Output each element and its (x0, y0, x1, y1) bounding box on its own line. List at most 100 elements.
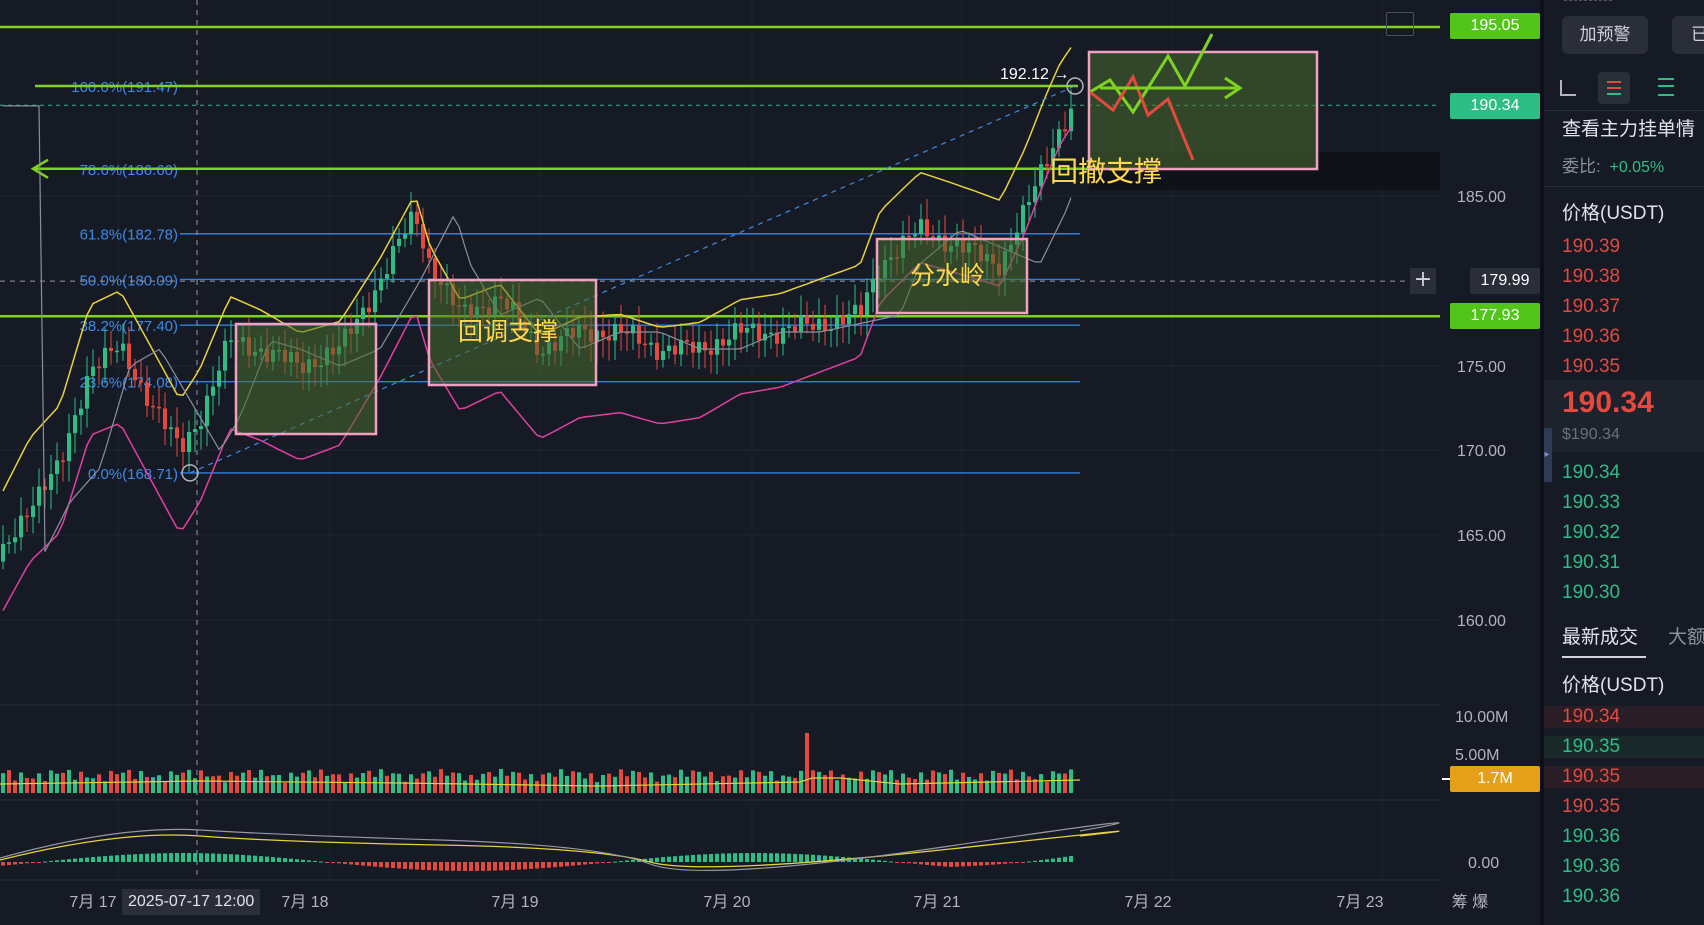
bid-price-row[interactable]: 190.34 (1562, 462, 1621, 483)
candle-body (55, 460, 59, 475)
candle-body (361, 307, 365, 320)
ask-price-row[interactable]: 190.39 (1562, 236, 1621, 257)
volume-bar (1033, 779, 1037, 793)
bid-price-row[interactable]: 190.33 (1562, 492, 1621, 513)
price-chart[interactable]: 185.00 175.00 170.00 165.00 160.00 10.00M 5.00… (0, 0, 1540, 925)
candle-body (859, 304, 863, 316)
macd-bar (421, 862, 425, 870)
order-book-link[interactable]: 查看主力挂单情 (1562, 119, 1696, 140)
volume-bar (487, 772, 491, 793)
candle-body (691, 341, 695, 353)
candle-body (373, 290, 377, 313)
add-alert-button[interactable]: 加预警 (1562, 16, 1648, 54)
last-price-tag: 190.34 (1450, 93, 1540, 119)
volume-bar (475, 779, 479, 793)
macd-bar (97, 856, 101, 862)
last-price-block: 190.34 $190.34 (1544, 380, 1704, 452)
macd-bar (973, 862, 977, 866)
collapse-handle[interactable]: ▸ (1544, 428, 1552, 482)
macd-bar (127, 854, 131, 862)
volume-bar (919, 772, 923, 793)
box-target (1087, 50, 1319, 171)
volume-bar (565, 775, 569, 793)
volume-bar (559, 769, 563, 793)
candle-body (1021, 205, 1025, 233)
macd-bar (1009, 862, 1013, 864)
macd-bar (427, 862, 431, 871)
bid-price-row[interactable]: 190.32 (1562, 522, 1621, 543)
volume-bar (373, 776, 377, 793)
layout-corner-icon[interactable] (1560, 80, 1576, 96)
candle-body (649, 342, 653, 345)
volume-bar (499, 769, 503, 793)
candle-body (1057, 129, 1061, 149)
candle-body (727, 339, 731, 346)
high-marker-label: 192.12 → (1000, 66, 1070, 83)
volume-bar (1057, 773, 1061, 793)
volume-bar (355, 777, 359, 793)
candle-body (169, 427, 173, 430)
candle-body (1063, 129, 1067, 132)
macd-bar (493, 862, 497, 871)
volume-ma-line (0, 777, 1081, 787)
candle-body (913, 234, 917, 237)
macd-bar (121, 854, 125, 862)
macd-bar (739, 853, 743, 862)
large-trades-tab[interactable]: 大额 (1668, 627, 1704, 648)
ask-price-row[interactable]: 190.35 (1562, 356, 1621, 377)
trades-price-header: 价格(USDT) (1562, 675, 1665, 696)
candle-body (673, 345, 677, 355)
candle-body (97, 366, 101, 369)
volume-bar (433, 776, 437, 793)
macd-bar (511, 862, 515, 870)
ask-price-row[interactable]: 190.38 (1562, 266, 1621, 287)
candle-body (811, 323, 815, 330)
macd-bar (901, 862, 905, 863)
volume-bar (73, 779, 77, 793)
candle-body (601, 330, 605, 338)
macd-bar (715, 853, 719, 862)
orderbook-both-icon[interactable] (1598, 72, 1630, 104)
candle-body (667, 345, 671, 351)
ask-price-row[interactable]: 190.36 (1562, 326, 1621, 347)
bid-price-row[interactable]: 190.31 (1562, 552, 1621, 573)
candle-body (1033, 186, 1037, 203)
candle-body (25, 515, 29, 518)
macd-bar (145, 853, 149, 862)
macd-bar (379, 862, 383, 868)
ask-price-row[interactable]: 190.37 (1562, 296, 1621, 317)
crosshair-add-icon[interactable]: + (1410, 268, 1436, 294)
volume-bar (1015, 779, 1019, 793)
macd-bar (655, 857, 659, 862)
volume-bar (25, 777, 29, 793)
volume-bar (253, 777, 257, 793)
macd-bar (757, 853, 761, 862)
trades-tab[interactable]: 最新成交 (1562, 627, 1639, 648)
bid-price-row[interactable]: 190.30 (1562, 582, 1621, 603)
macd-bar (1015, 862, 1019, 863)
candle-body (421, 224, 425, 249)
candle-body (787, 326, 791, 328)
chart-area[interactable]: 185.00 175.00 170.00 165.00 160.00 10.00M 5.00… (0, 0, 1540, 925)
volume-bar (169, 771, 173, 793)
macd-bar (823, 855, 827, 862)
volume-bar (271, 775, 275, 793)
volume-bar (649, 772, 653, 793)
volume-bar (385, 775, 389, 793)
macd-bar (505, 862, 509, 871)
already-button[interactable]: 已i (1672, 16, 1704, 54)
macd-bar (337, 862, 341, 864)
volume-bar (967, 777, 971, 793)
macd-bar (559, 862, 563, 867)
macd-bar (133, 854, 137, 862)
volume-bar (787, 776, 791, 793)
list-icon[interactable] (1658, 78, 1674, 96)
candle-body (367, 307, 371, 313)
volume-bar (511, 771, 515, 793)
fullscreen-icon[interactable] (1386, 12, 1414, 36)
volume-axis-tick: 10.00M (1455, 709, 1508, 726)
volume-bar (823, 775, 827, 793)
macd-bar (445, 862, 449, 871)
fib-label: 61.8%(182.78) (80, 227, 178, 244)
volume-bar (901, 773, 905, 793)
